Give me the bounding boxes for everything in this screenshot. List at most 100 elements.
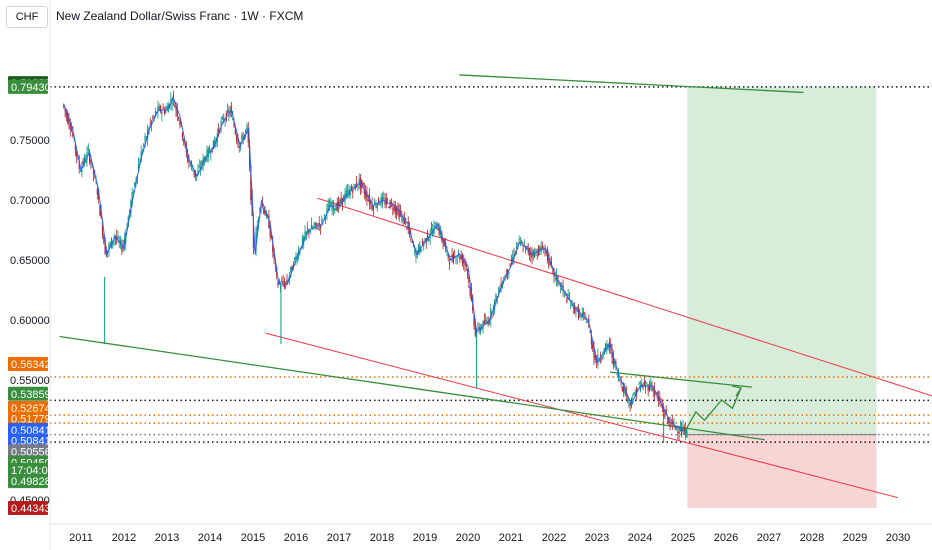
candle-body	[647, 385, 649, 391]
candle-body	[620, 382, 622, 384]
candle-body	[363, 189, 365, 194]
candle-body	[178, 117, 180, 119]
candle-body	[664, 412, 666, 417]
candle-body	[497, 290, 500, 292]
candle-body	[665, 409, 667, 414]
candle-body	[485, 319, 487, 322]
candle-body	[478, 327, 480, 331]
candle-body	[101, 221, 104, 236]
x-tick-label: 2025	[671, 532, 695, 544]
candle-body	[567, 294, 569, 297]
candle-body	[83, 156, 86, 164]
candle-body	[334, 208, 336, 211]
x-tick-label: 2011	[69, 532, 93, 544]
candle-body	[316, 223, 318, 225]
candle-body	[170, 98, 172, 104]
candle-body	[309, 230, 311, 233]
candle-body	[652, 388, 654, 392]
candle-body	[187, 154, 189, 162]
candle-body	[617, 374, 620, 379]
candle-body	[340, 198, 342, 202]
candle-body	[157, 106, 159, 113]
candle-body	[263, 208, 265, 214]
candle-body	[579, 311, 581, 313]
candle-body	[512, 256, 514, 262]
x-tick-label: 2022	[542, 532, 566, 544]
candle-body	[616, 374, 618, 375]
candle-body	[232, 118, 234, 120]
trendline	[317, 197, 932, 397]
position-zones	[687, 86, 877, 508]
x-tick-label: 2030	[886, 532, 910, 544]
candle-body	[310, 224, 313, 229]
candle-body	[393, 204, 395, 212]
candle-body	[379, 203, 381, 206]
candle-body	[535, 250, 537, 253]
projection-arrowhead	[731, 385, 743, 397]
candle-body	[202, 157, 204, 167]
y-tick-label: 0.55000	[10, 375, 50, 387]
candle-body	[601, 358, 603, 359]
candle-body	[248, 145, 251, 167]
horizontal-levels	[50, 86, 932, 443]
candle-body	[621, 387, 623, 391]
x-tick-label: 2018	[370, 532, 394, 544]
candle-body	[561, 288, 563, 291]
candle-body	[388, 207, 390, 209]
candle-body	[238, 146, 240, 149]
trendlines[interactable]	[59, 74, 932, 499]
price-badge	[8, 444, 48, 459]
candle-body	[89, 151, 91, 163]
candle-body	[566, 297, 568, 303]
price-badge	[8, 386, 48, 401]
candle-body	[318, 223, 320, 225]
candle-body	[525, 246, 527, 251]
candle-body	[193, 170, 195, 175]
y-tick-label: 0.65000	[10, 255, 50, 267]
candle-body	[345, 190, 347, 198]
candle-body	[628, 398, 630, 402]
candle-body	[319, 225, 322, 229]
price-badge-label: 17:04:00	[11, 465, 54, 477]
y-tick-label: 0.75000	[10, 135, 50, 147]
x-tick-label: 2024	[628, 532, 652, 544]
candle-body	[682, 426, 684, 432]
candle-body	[643, 381, 645, 385]
candle-body	[305, 231, 307, 235]
candle-body	[108, 244, 110, 251]
candle-body	[301, 237, 304, 248]
candle-body	[121, 245, 123, 251]
price-badge	[8, 501, 48, 515]
candle-body	[495, 294, 497, 302]
candle-body	[138, 163, 140, 172]
candle-body	[158, 106, 160, 111]
candle-body	[352, 190, 354, 193]
candle-body	[296, 258, 298, 260]
candle-body	[86, 152, 88, 160]
candle-body	[82, 161, 84, 165]
candle-body	[386, 200, 389, 202]
candle-body	[357, 186, 359, 187]
candle-body	[285, 282, 287, 284]
candle-body	[521, 241, 523, 244]
candle-body	[291, 266, 293, 271]
candle-body	[153, 115, 155, 119]
candle-body	[541, 245, 543, 250]
candle-body	[510, 260, 513, 262]
projection-path	[682, 387, 742, 436]
candle-body	[468, 274, 470, 283]
candle-body	[313, 225, 315, 228]
candle-body	[362, 182, 364, 187]
candle-body	[681, 428, 683, 434]
price-badge	[8, 357, 48, 371]
candle-body	[500, 282, 502, 289]
candle-body	[666, 417, 669, 419]
candle-body	[179, 120, 181, 125]
symbol-button[interactable]: CHF	[6, 6, 48, 28]
candle-body	[590, 334, 593, 345]
x-tick-label: 2026	[714, 532, 738, 544]
candle-body	[74, 142, 77, 151]
candle-body	[161, 111, 163, 115]
candle-body	[558, 284, 560, 286]
